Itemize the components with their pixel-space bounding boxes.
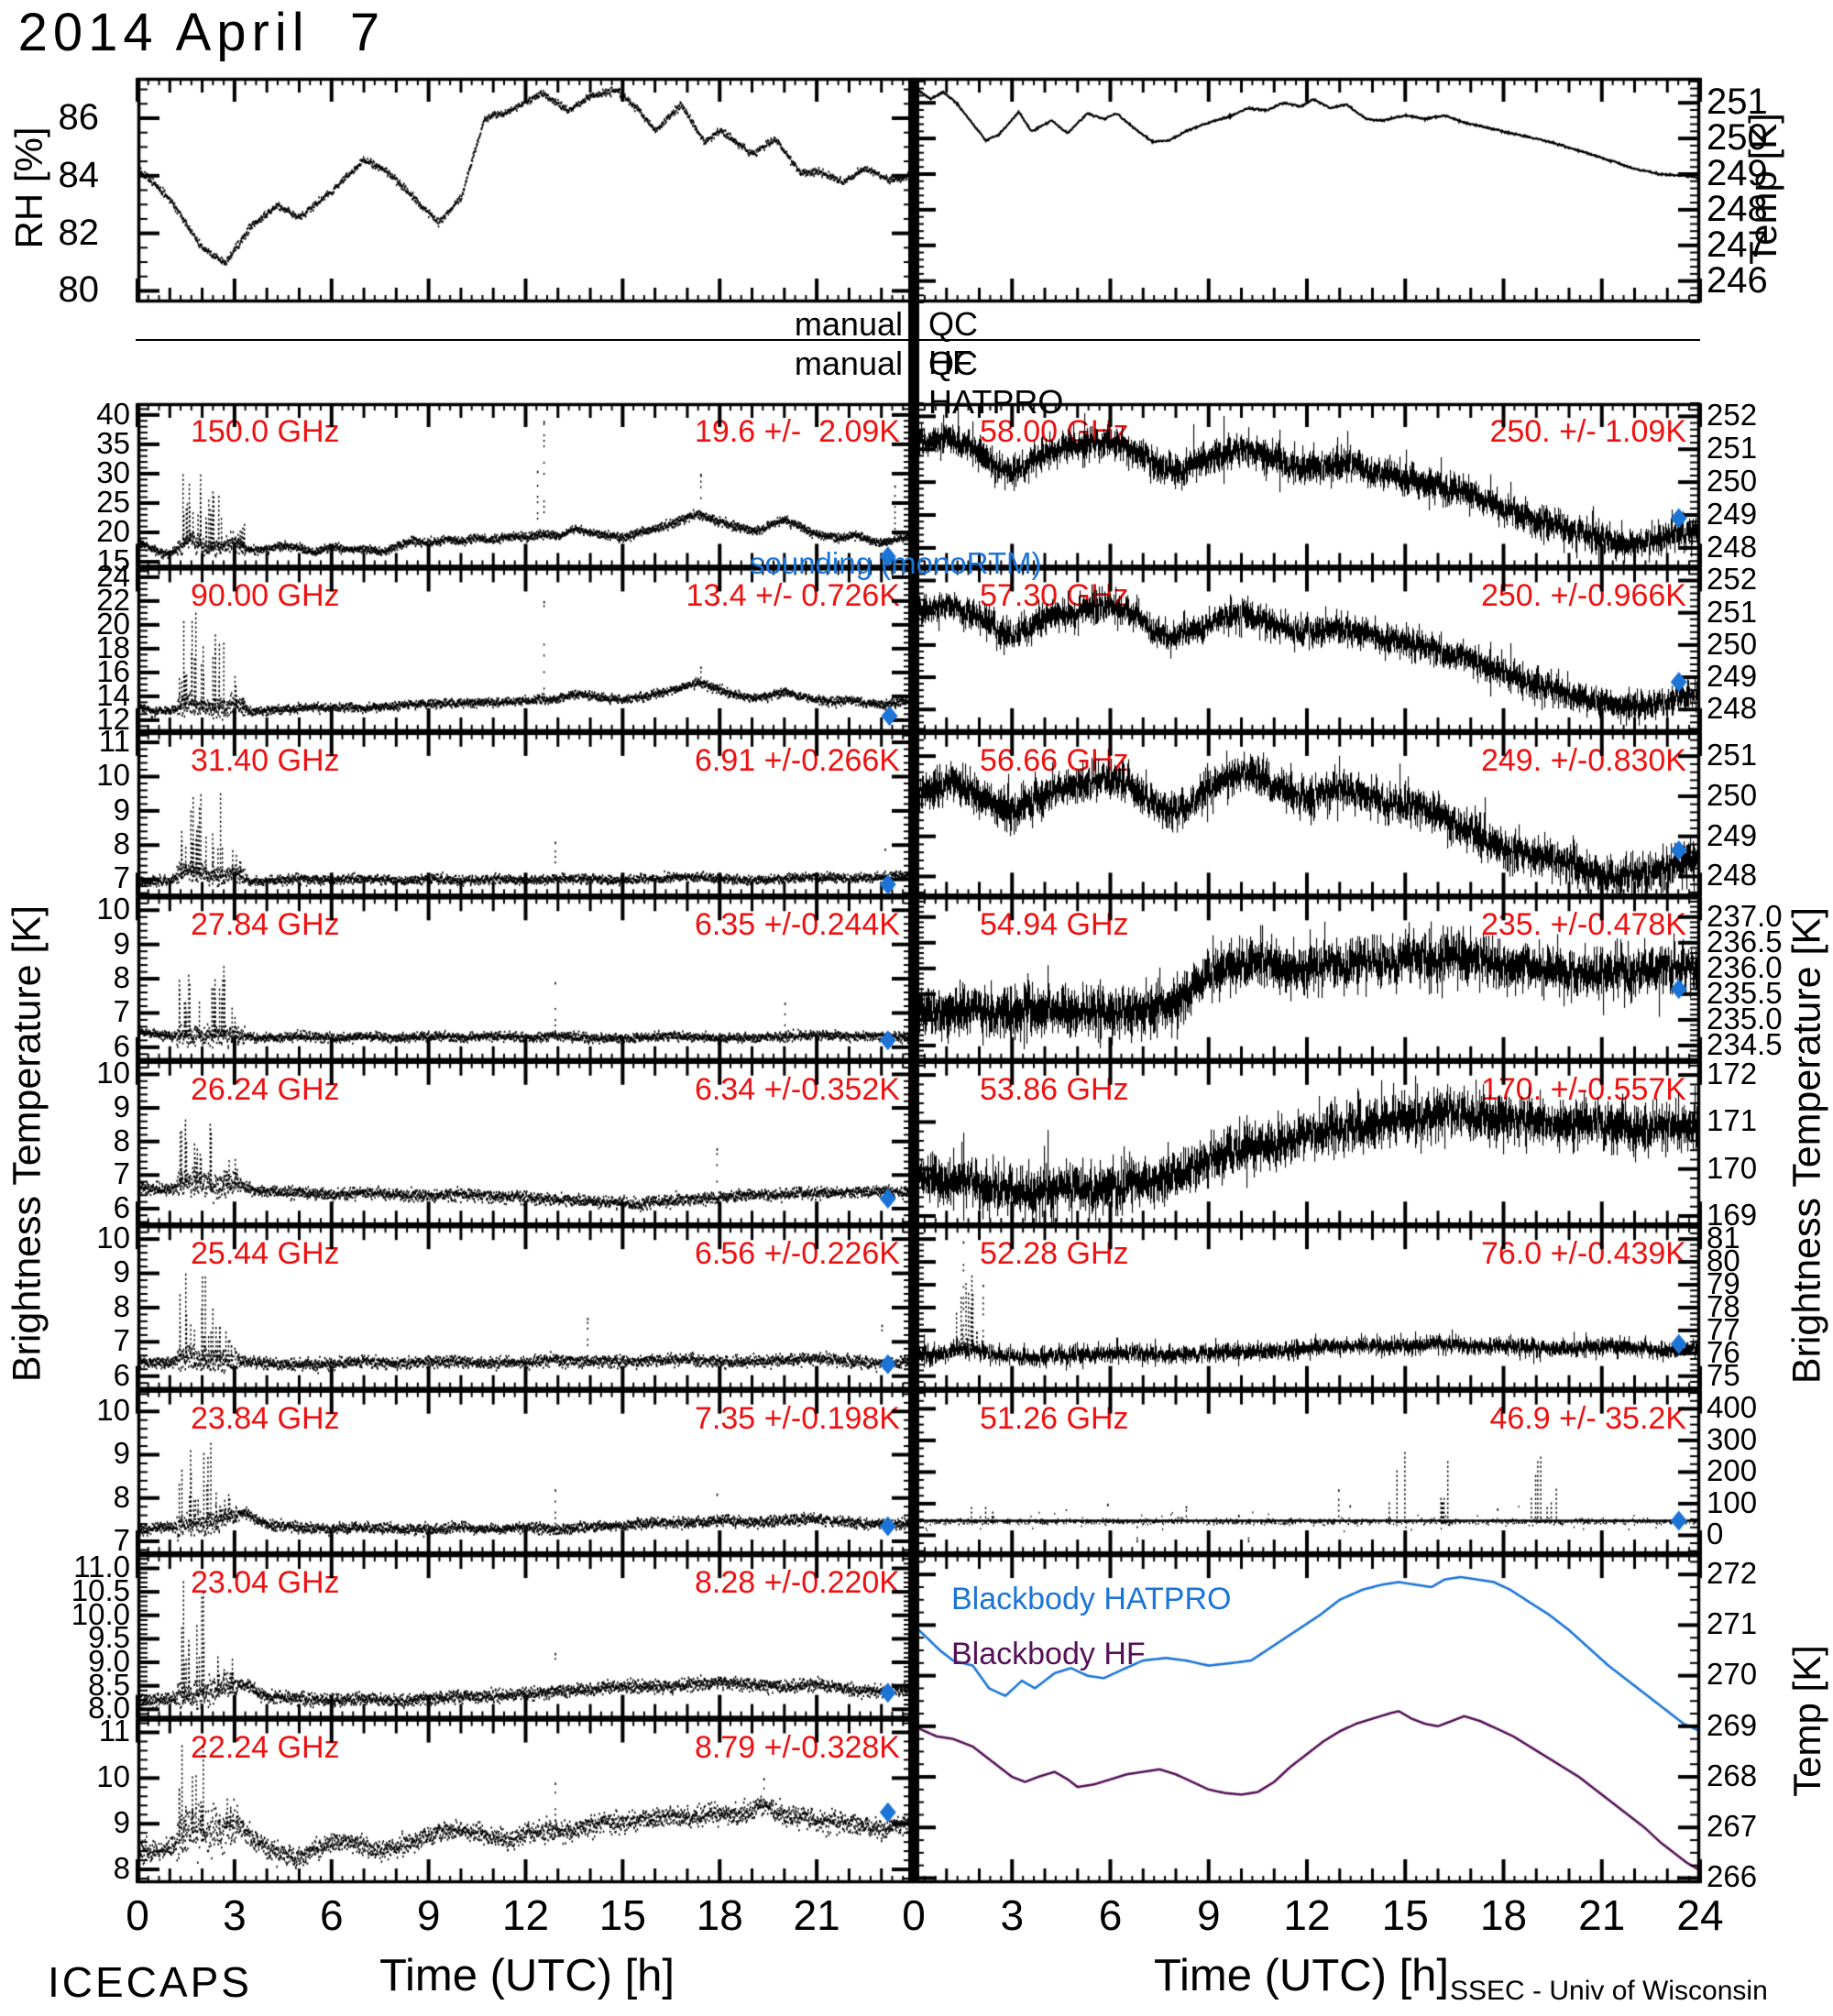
brightness-temp-left-axis-label: Brightness Temperature [K] (5, 904, 49, 1383)
temp-bottom-axis-label: Temp [K] (1785, 1645, 1828, 1797)
x-axis-title-right: Time (UTC) [h] (1153, 1951, 1450, 2000)
qc-divider-line (136, 339, 1700, 341)
qc-hf-label: QC HF (928, 305, 978, 381)
ssec-credit-label: SSEC - Univ of Wisconsin (1450, 1976, 1768, 2006)
qc-hf-manual-label: manual (794, 305, 903, 343)
legend-blackbody-hatpro: Blackbody HATPRO (951, 1582, 1232, 1616)
chart-title: Summit MWR 2014 April 7 (17, 3, 386, 62)
qc-hatpro-manual-label: manual (794, 345, 903, 382)
qc-hatpro-label: QC HATPRO (928, 345, 1064, 421)
temp-top-axis-label: Temp [K] (1741, 113, 1784, 265)
rh-axis-label: RH [%] (7, 126, 50, 249)
brightness-temp-right-axis-label: Brightness Temperature [K] (1784, 906, 1829, 1385)
icecaps-label: ICECAPS (48, 1958, 252, 2006)
x-axis-title-left: Time (UTC) [h] (379, 1951, 675, 2000)
sounding-monortm-label: sounding (monoRTM) (750, 546, 1042, 580)
legend-blackbody-hf: Blackbody HF (951, 1637, 1146, 1671)
